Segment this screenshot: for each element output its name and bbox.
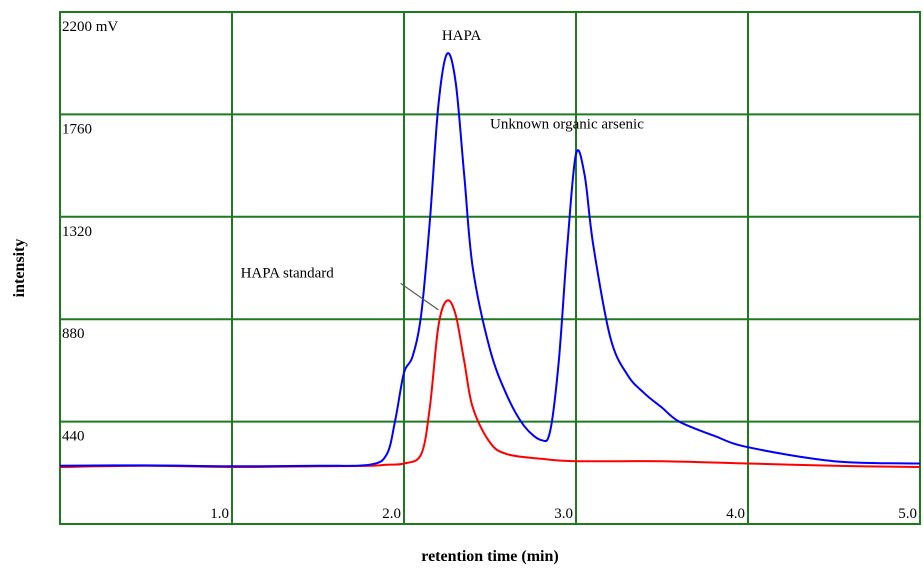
x-tick-label: 1.0 (210, 506, 229, 522)
annotations: HAPA Unknown organic arsenic HAPA standard (241, 28, 644, 311)
y-tick-label: 1760 (62, 121, 92, 137)
annotation-label: Unknown organic arsenic (490, 116, 644, 132)
annotation-leader-line (400, 282, 439, 311)
y-tick-label: 440 (62, 429, 85, 445)
x-axis-title: retention time (min) (421, 548, 558, 565)
y-tick-label: 2200 mV (62, 19, 118, 35)
y-tick-label: 880 (62, 326, 85, 342)
series-line-blue (59, 52, 921, 468)
annotation-label: HAPA standard (241, 265, 335, 281)
x-tick-label: 4.0 (726, 506, 745, 522)
plot-frame (59, 11, 921, 525)
series (59, 52, 921, 469)
x-tick-label: 5.0 (898, 506, 917, 522)
tick-labels: 1.0 2.0 3.0 4.0 5.0 440 880 1320 1760 2200 mV (62, 19, 917, 522)
annotation-label: HAPA (442, 28, 482, 44)
grid (59, 11, 921, 525)
y-axis-title: intensity (11, 239, 28, 298)
x-tick-label: 3.0 (554, 506, 573, 522)
y-tick-label: 1320 (62, 224, 92, 240)
x-tick-label: 2.0 (382, 506, 401, 522)
plot-background (60, 12, 920, 524)
